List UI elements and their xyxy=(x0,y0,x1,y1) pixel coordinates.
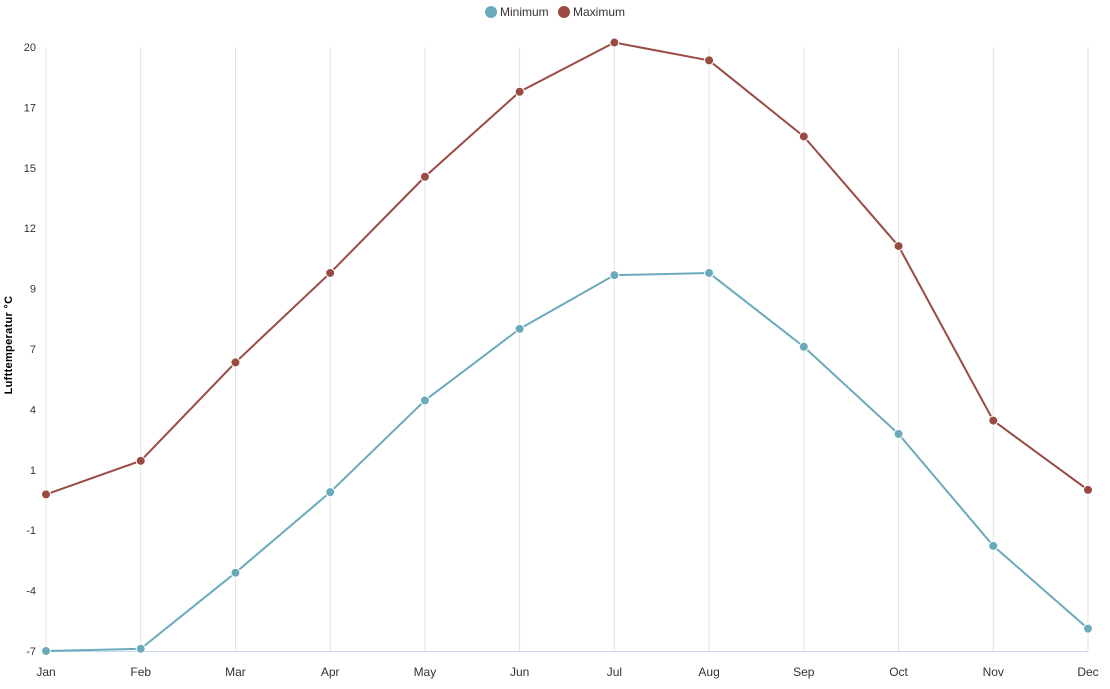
data-point-maximum xyxy=(1083,484,1093,495)
y-tick-label: -1 xyxy=(26,525,36,537)
legend-item-minimum[interactable]: Minimum xyxy=(484,5,549,19)
y-tick-label: 17 xyxy=(24,102,36,114)
data-point-maximum xyxy=(325,267,336,278)
legend-swatch-minimum xyxy=(484,6,497,18)
data-point-minimum xyxy=(135,643,146,654)
x-tick-label: Nov xyxy=(983,665,1004,679)
data-point-minimum xyxy=(514,323,525,334)
legend-swatch-maximum xyxy=(558,6,570,18)
y-tick-label: 7 xyxy=(30,344,36,356)
y-tick-label: 1 xyxy=(30,465,36,477)
data-point-minimum xyxy=(893,429,904,440)
data-point-minimum xyxy=(609,270,620,281)
x-tick-label: Jun xyxy=(510,665,529,679)
x-tick-label: Jan xyxy=(36,665,55,679)
x-tick-label: Jul xyxy=(607,665,622,679)
y-tick-label: 15 xyxy=(24,163,36,175)
data-point-minimum xyxy=(419,395,430,406)
x-tick-label: Apr xyxy=(321,665,340,679)
data-point-minimum xyxy=(798,341,809,352)
y-tick-label: 12 xyxy=(24,223,36,235)
data-point-maximum xyxy=(704,55,715,66)
data-point-minimum xyxy=(325,487,336,498)
y-tick-label: -7 xyxy=(26,646,36,658)
x-tick-label: Feb xyxy=(130,665,151,679)
data-point-minimum xyxy=(988,540,999,551)
y-tick-label: -4 xyxy=(26,586,36,598)
data-point-minimum xyxy=(704,267,715,278)
x-tick-label: Mar xyxy=(225,665,246,679)
data-point-maximum xyxy=(514,86,525,97)
chart-legend: Minimum Maximum xyxy=(0,5,1110,21)
x-tick-label: May xyxy=(414,665,437,679)
data-point-maximum xyxy=(609,37,620,48)
data-point-minimum xyxy=(41,646,51,656)
data-point-maximum xyxy=(41,489,51,500)
x-tick-label: Sep xyxy=(793,665,815,679)
y-tick-label: 4 xyxy=(30,404,36,416)
data-point-minimum xyxy=(1083,623,1093,634)
series-line-maximum xyxy=(45,41,1089,496)
data-point-maximum xyxy=(988,415,999,426)
series-line-minimum xyxy=(45,271,1089,652)
data-point-maximum xyxy=(893,241,904,252)
x-tick-label: Oct xyxy=(889,665,908,679)
data-point-maximum xyxy=(230,357,241,368)
legend-label-maximum: Maximum xyxy=(573,5,626,19)
data-point-maximum xyxy=(135,455,146,466)
legend-label-minimum: Minimum xyxy=(499,5,549,19)
y-tick-label: 9 xyxy=(30,284,36,296)
legend-item-maximum[interactable]: Maximum xyxy=(558,5,625,19)
data-point-maximum xyxy=(798,131,809,142)
x-tick-label: Aug xyxy=(698,665,719,679)
data-point-minimum xyxy=(230,567,241,578)
y-tick-label: 20 xyxy=(24,42,36,54)
x-tick-label: Dec xyxy=(1077,665,1098,679)
data-point-maximum xyxy=(419,171,430,182)
